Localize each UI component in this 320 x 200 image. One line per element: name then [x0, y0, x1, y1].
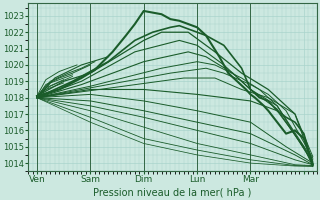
X-axis label: Pression niveau de la mer( hPa ): Pression niveau de la mer( hPa ): [93, 187, 252, 197]
